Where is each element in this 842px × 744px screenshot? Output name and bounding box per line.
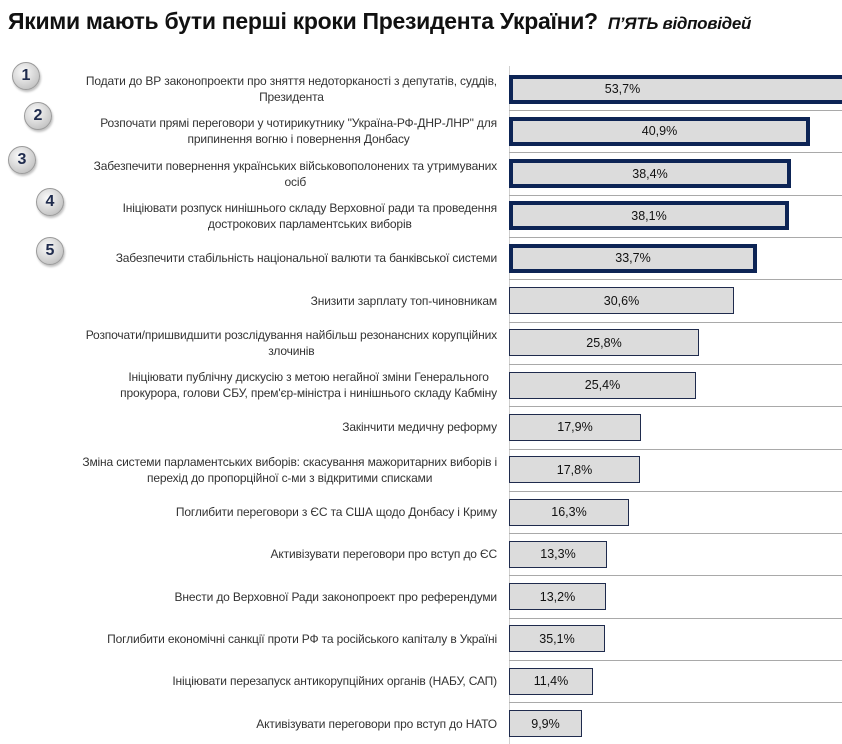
row-separator [509,660,842,661]
data-label: 16,3% [551,505,587,519]
bar-6: 30,6% [509,287,734,314]
data-label: 53,7% [604,82,641,96]
row-separator [509,110,842,111]
rank-badge-icon: 2 [24,102,52,130]
category-label: Зміна системи парламентських виборів: ск… [82,454,497,485]
category-label: Закінчити медичну реформу [342,420,497,435]
data-label: 17,9% [557,420,593,435]
chart-subtitle: П’ЯТЬ відповідей [607,14,752,33]
category-label: Подати до ВР законопроекти про зняття не… [85,74,497,104]
category-label: Активізувати переговори про вступ до ЄС [270,547,498,562]
chart-title: Якими мають бути перші кроки Президента … [8,8,751,35]
row-separator [509,322,842,323]
category-label: Поглибити переговори з ЄС та США щодо До… [175,505,497,519]
category-label: Поглибити економічні санкції проти РФ та… [107,631,497,646]
row-separator [509,575,842,576]
row-separator [509,279,842,280]
rank-badge-icon: 5 [36,237,64,265]
bar-9: 17,9% [509,413,641,441]
bar-5: 33,7% [509,243,757,273]
bar-7: 25,8% [509,329,699,357]
data-label: 33,7% [615,251,651,266]
rank-badge-icon: 3 [8,146,36,174]
bar-1: 53,7% [509,74,842,104]
bar-12: 13,3% [509,540,607,568]
bar-10: 17,8% [509,456,640,484]
data-label: 25,8% [586,335,622,350]
rank-badge-icon: 1 [12,62,40,90]
data-label: 40,9% [641,124,678,139]
category-label: Ініціювати перезапуск антикорупційних ор… [172,674,497,689]
row-separator [509,491,842,492]
category-label: Внести до Верховної Ради законопроект пр… [174,589,498,604]
title-text: Якими мають бути перші кроки Президента … [8,8,598,34]
row-separator [509,533,842,534]
category-label: Активізувати переговори про вступ до НАТ… [256,716,497,731]
data-label: 11,4% [533,674,569,689]
category-label: Ініціювати розпуск нинішнього складу Вер… [122,200,498,231]
bar-3: 38,4% [509,159,791,189]
bar-4: 38,1% [509,201,789,231]
bar-11: 16,3% [509,498,629,526]
data-label: 30,6% [603,293,640,308]
data-label: 38,4% [632,166,668,181]
row-separator [509,364,842,365]
data-label: 13,3% [540,547,576,562]
bar-16: 9,9% [509,710,582,737]
bar-13: 13,2% [509,583,606,611]
row-separator [509,618,842,619]
category-label: Ініціювати публічну дискусію з метою нег… [120,370,497,401]
category-label: Розпочати прямі переговори у чотирикутни… [100,116,497,147]
data-label: 25,4% [584,378,621,393]
category-label: Забезпечити повернення українських війсь… [93,158,498,189]
row-separator [509,195,842,196]
bar-8: 25,4% [509,371,696,399]
data-label: 35,1% [539,631,575,646]
bar-14: 35,1% [509,625,605,653]
category-label: Розпочати/пришвидшити розслідування найб… [85,327,497,358]
data-label: 9,9% [531,716,560,731]
rank-badge-icon: 4 [36,188,64,216]
row-separator [509,449,842,450]
data-label: 13,2% [539,589,576,604]
row-separator [509,237,842,238]
row-separator [509,702,842,703]
data-label: 17,8% [556,462,593,477]
bar-2: 40,9% [509,116,810,146]
category-label: Забезпечити стабільність національної ва… [115,251,497,266]
category-label: Знизити зарплату топ-чиновникам [310,293,497,308]
category-axis [509,66,510,744]
row-separator [509,152,842,153]
row-separator [509,406,842,407]
data-label: 38,1% [631,208,667,223]
bar-15: 11,4% [509,667,593,695]
